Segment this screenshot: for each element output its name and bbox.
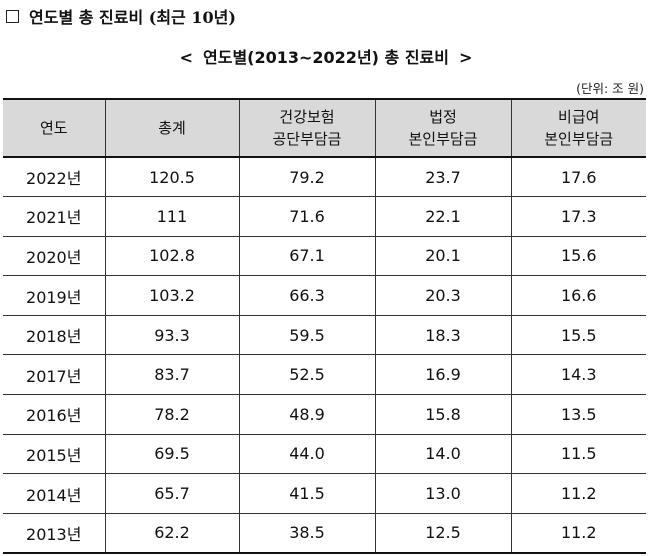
cell-total: 65.7: [104, 473, 240, 514]
cell-year: 2017년: [3, 354, 106, 396]
header-non-covered-copay: 비급여 본인부담금: [510, 98, 646, 158]
cell-total: 111: [104, 196, 240, 237]
table-row: 2017년 83.7 52.5 16.9 14.3: [3, 354, 646, 396]
cell-insurance-share: 52.5: [238, 354, 376, 396]
header-year: 연도: [3, 98, 106, 158]
cell-statutory-copay: 20.1: [374, 235, 512, 277]
header-statutory-copay-line2: 본인부담금: [408, 130, 478, 148]
header-insurance-share-line2: 공단부담금: [272, 130, 342, 148]
table-row: 2020년 102.8 67.1 20.1 15.6: [3, 235, 646, 277]
header-non-covered-copay-line1: 비급여: [558, 108, 600, 126]
table-row: 2013년 62.2 38.5 12.5 11.2: [3, 512, 646, 554]
cell-total: 102.8: [104, 235, 240, 277]
medical-expense-table: 연도 총계 건강보험 공단부담금 법정 본인부담금 비급여 본인부담금 2022…: [3, 98, 646, 554]
cell-non-covered-copay: 11.2: [510, 512, 646, 554]
table-row: 2014년 65.7 41.5 13.0 11.2: [3, 473, 646, 514]
cell-total: 62.2: [104, 512, 240, 554]
cell-statutory-copay: 20.3: [374, 275, 512, 316]
cell-non-covered-copay: 11.2: [510, 473, 646, 514]
table-title-left-bracket: <: [179, 48, 193, 67]
cell-insurance-share: 44.0: [238, 433, 376, 475]
cell-statutory-copay: 18.3: [374, 314, 512, 356]
cell-insurance-share: 48.9: [238, 394, 376, 435]
cell-year: 2022년: [3, 156, 106, 198]
cell-year: 2019년: [3, 275, 106, 316]
cell-insurance-share: 79.2: [238, 156, 376, 198]
cell-non-covered-copay: 17.3: [510, 196, 646, 237]
cell-year: 2015년: [3, 433, 106, 475]
cell-statutory-copay: 16.9: [374, 354, 512, 396]
cell-total: 69.5: [104, 433, 240, 475]
cell-insurance-share: 59.5: [238, 314, 376, 356]
section-heading: 연도별 총 진료비 (최근 10년): [6, 4, 236, 28]
cell-year: 2013년: [3, 512, 106, 554]
header-insurance-share-line1: 건강보험: [279, 108, 335, 126]
cell-insurance-share: 38.5: [238, 512, 376, 554]
cell-non-covered-copay: 13.5: [510, 394, 646, 435]
header-total: 총계: [104, 98, 240, 158]
cell-insurance-share: 66.3: [238, 275, 376, 316]
cell-year: 2016년: [3, 394, 106, 435]
header-statutory-copay: 법정 본인부담금: [374, 98, 512, 158]
cell-year: 2018년: [3, 314, 106, 356]
cell-statutory-copay: 23.7: [374, 156, 512, 198]
cell-non-covered-copay: 15.5: [510, 314, 646, 356]
cell-total: 83.7: [104, 354, 240, 396]
table-title-right-bracket: >: [459, 48, 473, 67]
checkbox-square-icon: [6, 9, 19, 23]
cell-statutory-copay: 13.0: [374, 473, 512, 514]
table-row: 2019년 103.2 66.3 20.3 16.6: [3, 275, 646, 316]
cell-total: 103.2: [104, 275, 240, 316]
table-row: 2016년 78.2 48.9 15.8 13.5: [3, 394, 646, 435]
cell-total: 93.3: [104, 314, 240, 356]
cell-total: 120.5: [104, 156, 240, 198]
cell-year: 2014년: [3, 473, 106, 514]
cell-non-covered-copay: 17.6: [510, 156, 646, 198]
header-insurance-share: 건강보험 공단부담금: [238, 98, 376, 158]
table-row: 2018년 93.3 59.5 18.3 15.5: [3, 314, 646, 356]
cell-non-covered-copay: 16.6: [510, 275, 646, 316]
table-title-text: 연도별(2013~2022년) 총 진료비: [203, 48, 449, 67]
cell-statutory-copay: 12.5: [374, 512, 512, 554]
cell-year: 2020년: [3, 235, 106, 277]
cell-year: 2021년: [3, 196, 106, 237]
cell-non-covered-copay: 11.5: [510, 433, 646, 475]
header-statutory-copay-line1: 법정: [429, 108, 457, 126]
cell-statutory-copay: 14.0: [374, 433, 512, 475]
cell-statutory-copay: 22.1: [374, 196, 512, 237]
cell-non-covered-copay: 14.3: [510, 354, 646, 396]
header-total-label: 총계: [158, 119, 186, 137]
cell-insurance-share: 67.1: [238, 235, 376, 277]
table-title: < 연도별(2013~2022년) 총 진료비 >: [0, 44, 652, 68]
cell-insurance-share: 71.6: [238, 196, 376, 237]
header-year-label: 연도: [39, 119, 68, 137]
cell-non-covered-copay: 15.6: [510, 235, 646, 277]
cell-insurance-share: 41.5: [238, 473, 376, 514]
section-heading-text: 연도별 총 진료비 (최근 10년): [29, 8, 236, 27]
table-row: 2015년 69.5 44.0 14.0 11.5: [3, 433, 646, 475]
table-header-row: 연도 총계 건강보험 공단부담금 법정 본인부담금 비급여 본인부담금: [3, 98, 646, 158]
cell-statutory-copay: 15.8: [374, 394, 512, 435]
table-row: 2021년 111 71.6 22.1 17.3: [3, 196, 646, 237]
cell-total: 78.2: [104, 394, 240, 435]
header-non-covered-copay-line2: 본인부담금: [544, 130, 614, 148]
table-row: 2022년 120.5 79.2 23.7 17.6: [3, 156, 646, 198]
unit-note: (단위: 조 원): [576, 81, 644, 96]
